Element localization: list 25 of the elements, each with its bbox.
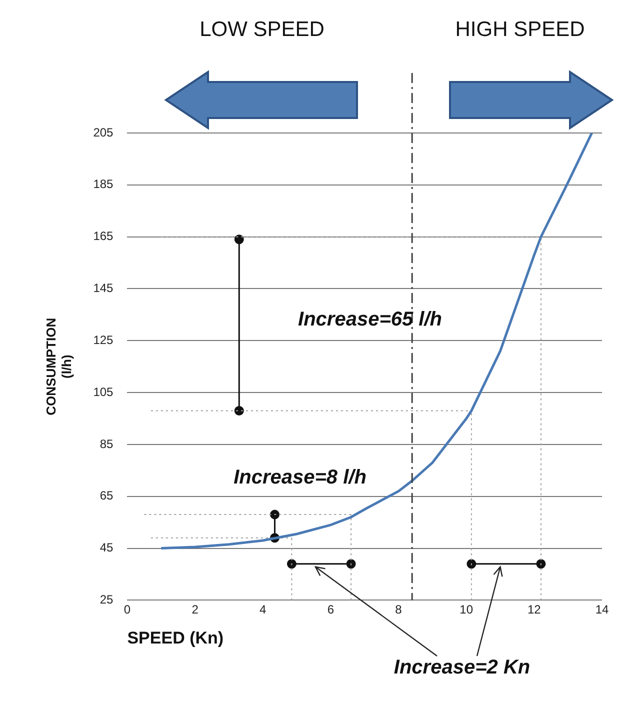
x-tick-label: 4 <box>260 602 267 617</box>
x-tick-label: 8 <box>395 602 402 617</box>
y-tick-label: 25 <box>100 592 114 607</box>
y-tick-label: 205 <box>93 125 114 140</box>
x-tick-label: 10 <box>460 602 474 617</box>
annotation: Increase=65 l/h <box>298 308 442 331</box>
x-tick-label: 14 <box>595 602 609 617</box>
x-tick-label: 6 <box>327 602 334 617</box>
y-tick-label: 145 <box>93 281 114 296</box>
y-tick-label: 125 <box>93 332 114 347</box>
x-tick-label: 12 <box>527 602 542 617</box>
y-axis-title: CONSUMPTION (l/h) <box>43 318 74 416</box>
y-tick-label: 165 <box>93 229 114 244</box>
x-tick-label: 0 <box>124 602 131 617</box>
annotation: Increase=8 l/h <box>234 466 366 489</box>
y-tick-label: 185 <box>93 177 114 192</box>
annotation: Increase=2 Kn <box>394 656 530 679</box>
y-tick-label: 85 <box>100 436 114 451</box>
text: HIGH SPEED <box>454 18 586 42</box>
x-tick-label: 2 <box>192 602 199 617</box>
x-axis-title: SPEED (Kn) <box>127 628 224 648</box>
y-tick-label: 65 <box>100 488 114 503</box>
y-tick-label: 105 <box>93 384 114 399</box>
text: LOW SPEED <box>198 18 326 42</box>
y-tick-label: 45 <box>100 540 114 555</box>
